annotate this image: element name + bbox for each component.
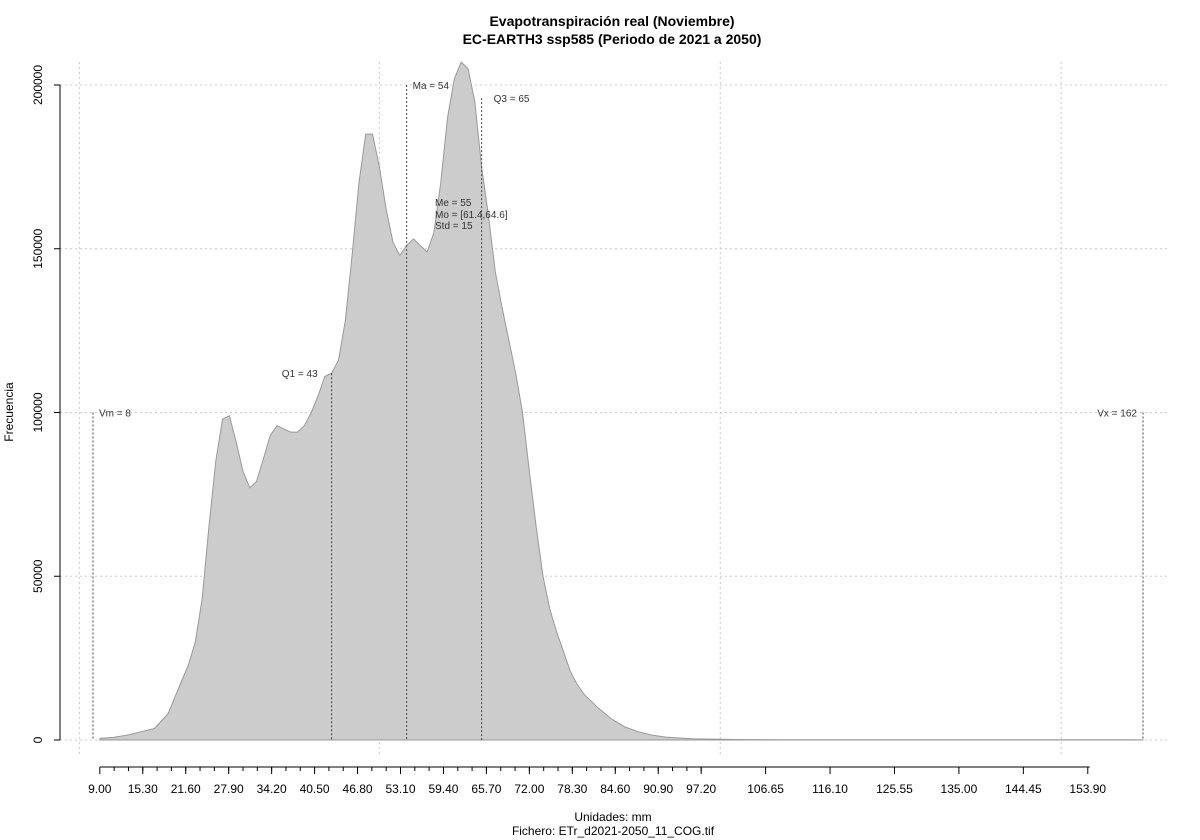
stats-block: Me = 55 Mo = [61.4,64.6] Std = 15 <box>435 198 508 232</box>
x-tick-label: 153.90 <box>1069 782 1106 796</box>
y-tick-label: 150000 <box>31 228 45 268</box>
area-series <box>99 61 1144 741</box>
marker-label: Ma = 54 <box>413 81 450 92</box>
marker-label: Q3 = 65 <box>494 94 530 105</box>
x-tick-label: 46.80 <box>343 782 373 796</box>
x-tick-label: 65.70 <box>471 782 501 796</box>
x-tick-label: 21.60 <box>171 782 201 796</box>
x-tick-label: 90.90 <box>643 782 673 796</box>
x-tick-label: 144.45 <box>1005 782 1042 796</box>
marker-lines: Vm = 8 Q1 = 43 Ma = 54 Q3 = 65 Vx = 162 <box>92 81 1144 740</box>
x-tick-label: 34.20 <box>257 782 287 796</box>
axes: 0 50000 100000 150000 200000 9.00 15.30 21.60 27… <box>31 65 1106 796</box>
stat-std: Std = 15 <box>435 221 473 232</box>
x-tick-label: 15.30 <box>128 782 158 796</box>
x-axis-label: Unidades: mm <box>574 810 651 824</box>
x-tick-label: 59.40 <box>428 782 458 796</box>
footer-filename: Fichero: ETr_d2021-2050_11_COG.tif <box>512 824 715 838</box>
stat-median: Me = 55 <box>435 198 472 209</box>
chart-title: Evapotranspiración real (Noviembre) <box>489 13 734 29</box>
marker-label: Q1 = 43 <box>282 369 318 380</box>
x-tick-label: 78.30 <box>557 782 587 796</box>
x-tick-label: 135.00 <box>941 782 978 796</box>
y-axis-label: Frecuencia <box>2 382 16 442</box>
marker-label: Vx = 162 <box>1097 409 1137 420</box>
x-tick-label: 116.10 <box>812 782 848 796</box>
x-tick-label: 40.50 <box>300 782 330 796</box>
marker-label: Vm = 8 <box>99 409 131 420</box>
x-tick-label: 27.90 <box>214 782 244 796</box>
x-tick-label: 53.10 <box>385 782 415 796</box>
x-tick-label: 84.60 <box>600 782 630 796</box>
x-tick-label: 97.20 <box>686 782 716 796</box>
y-tick-label: 50000 <box>31 559 45 593</box>
x-tick-label: 106.65 <box>747 782 784 796</box>
stat-mode: Mo = [61.4,64.6] <box>435 210 508 221</box>
y-tick-label: 100000 <box>31 392 45 432</box>
x-tick-label: 125.55 <box>876 782 913 796</box>
x-tick-label: 9.00 <box>88 782 112 796</box>
y-tick-label: 0 <box>31 736 45 743</box>
y-tick-label: 200000 <box>31 65 45 105</box>
density-area <box>99 61 1144 741</box>
x-tick-label: 72.00 <box>514 782 544 796</box>
chart-subtitle: EC-EARTH3 ssp585 (Periodo de 2021 a 2050… <box>463 31 762 47</box>
